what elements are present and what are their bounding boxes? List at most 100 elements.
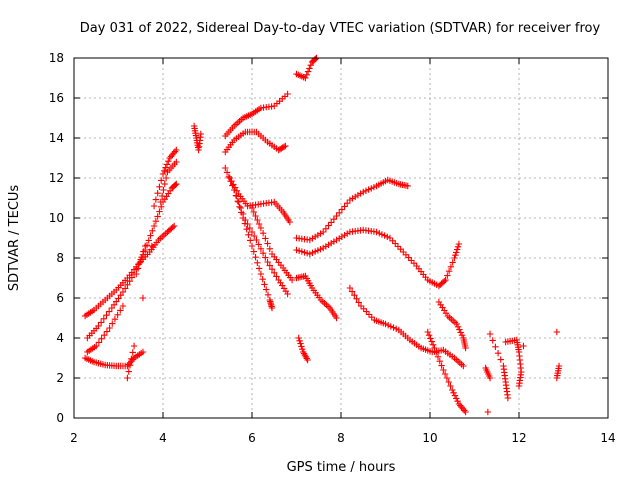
data-point [284, 90, 291, 98]
data-point [259, 276, 266, 283]
data-point [429, 341, 437, 348]
series-arc-7 [222, 128, 289, 156]
data-point [450, 389, 457, 396]
data-point [173, 146, 180, 154]
y-tick-label: 0 [56, 411, 64, 425]
data-point [129, 349, 136, 356]
data-point [288, 276, 296, 284]
data-point [306, 65, 313, 72]
data-point [250, 208, 257, 216]
data-point [445, 378, 452, 386]
data-point [239, 210, 247, 218]
data-point [442, 276, 449, 284]
data-point [254, 259, 261, 266]
y-tick-label: 2 [56, 371, 64, 385]
data-point [449, 259, 456, 266]
data-point [460, 362, 467, 370]
data-point [125, 368, 132, 375]
data-point [103, 328, 111, 335]
data-point [259, 250, 267, 257]
data-point [284, 290, 291, 298]
data-point [253, 236, 260, 244]
series-arc-3 [84, 146, 180, 356]
series-arc-15 [293, 226, 463, 290]
data-point [431, 344, 438, 352]
data-point [229, 182, 236, 189]
data-point [259, 230, 267, 237]
series-arc-5 [124, 158, 180, 382]
data-point [119, 288, 127, 296]
data-point [242, 216, 249, 224]
series-arc-17 [295, 334, 311, 364]
data-point [553, 374, 561, 382]
series-arc-16 [293, 272, 340, 322]
data-point [101, 332, 108, 339]
data-point [453, 249, 460, 256]
x-tick-label: 12 [511, 431, 526, 445]
data-point [235, 198, 242, 206]
x-tick-label: 4 [159, 431, 167, 445]
data-point [114, 311, 121, 318]
data-point [436, 358, 443, 365]
data-point [355, 299, 362, 306]
data-point [162, 174, 170, 182]
data-point [504, 394, 512, 402]
data-point [458, 332, 466, 339]
data-point [257, 245, 265, 252]
data-point [236, 203, 243, 210]
data-point [152, 196, 160, 203]
y-tick-label: 12 [49, 171, 64, 185]
data-point [250, 248, 257, 255]
data-point [264, 291, 272, 298]
plot-border [73, 57, 609, 419]
data-point [97, 319, 105, 326]
data-point [172, 181, 179, 188]
data-point [428, 338, 435, 345]
data-point [257, 224, 265, 232]
data-point [262, 235, 269, 242]
data-point [252, 254, 259, 261]
data-point [449, 386, 456, 394]
y-tick-label: 18 [49, 51, 64, 65]
data-point [233, 192, 240, 200]
data-point [297, 340, 304, 347]
data-point [142, 242, 149, 250]
data-point [348, 288, 356, 295]
data-point [162, 164, 169, 171]
data-point [138, 254, 145, 261]
series-arc-12 [231, 186, 291, 298]
data-point [353, 295, 360, 302]
data-point [95, 322, 102, 330]
data-point [438, 362, 445, 369]
series-arc-8 [222, 90, 291, 140]
data-point [128, 355, 135, 362]
data-point [197, 130, 205, 138]
data-point [266, 262, 273, 269]
data-point [434, 353, 442, 360]
data-point [170, 222, 178, 230]
series-arc-6 [190, 122, 205, 154]
x-tick-label: 8 [337, 431, 345, 445]
data-point [126, 362, 134, 369]
data-point [455, 240, 463, 248]
data-marks [81, 54, 563, 416]
data-point [440, 366, 447, 374]
data-point [286, 218, 294, 226]
series-arc-13 [248, 204, 296, 284]
data-point [486, 330, 494, 338]
data-point [497, 356, 504, 363]
data-point [157, 198, 164, 206]
data-point [139, 294, 147, 302]
y-tick-label: 6 [56, 291, 64, 305]
series-arc-9 [293, 54, 320, 82]
data-point [156, 183, 163, 190]
data-point [169, 224, 176, 231]
data-point [247, 237, 254, 244]
data-point [447, 382, 454, 390]
y-tick-label: 10 [49, 211, 64, 225]
data-point [158, 177, 165, 184]
data-point [451, 392, 459, 399]
data-point [160, 186, 167, 194]
data-point [351, 292, 358, 299]
